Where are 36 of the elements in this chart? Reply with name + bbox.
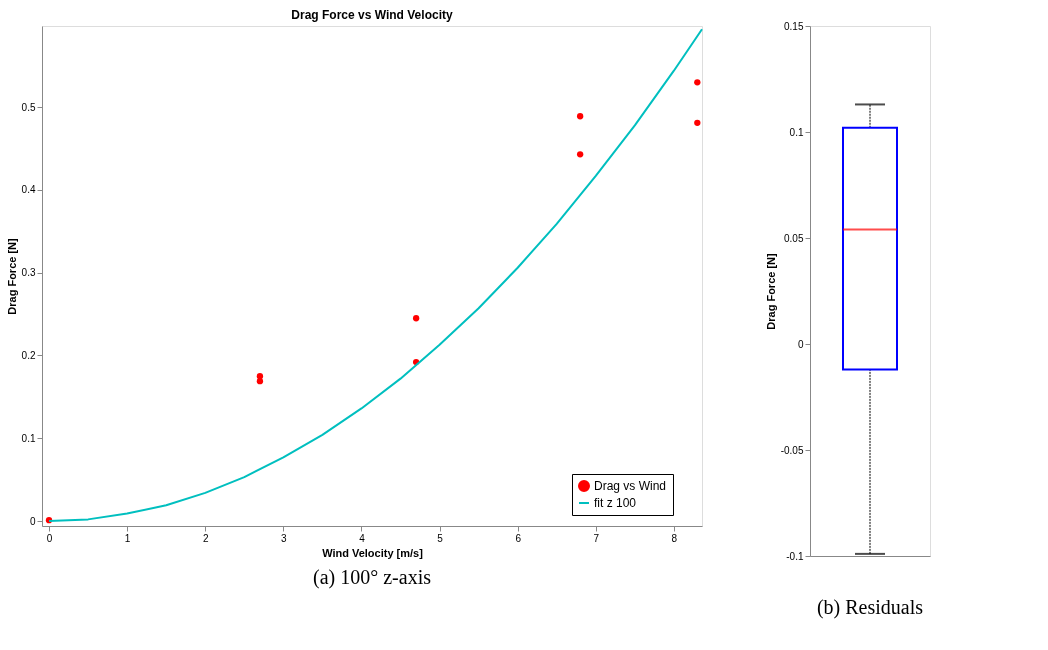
y-axis-title: Drag Force [N] xyxy=(764,252,777,330)
legend-label: fit z 100 xyxy=(594,496,637,510)
point xyxy=(694,119,701,127)
legend-label: Drag vs Wind xyxy=(594,479,667,493)
text: (a) 100° z-axis xyxy=(313,566,432,589)
y-tick-label: -0.05 xyxy=(780,444,804,456)
y-tick-label: 0 xyxy=(797,338,804,350)
y-tick-label: 0.5 xyxy=(21,101,36,113)
y-tick-label: -0.1 xyxy=(786,550,804,562)
x-tick-label: 0 xyxy=(46,532,53,544)
point xyxy=(412,315,420,322)
y-tick-label: 0.05 xyxy=(784,232,804,244)
point xyxy=(256,373,264,380)
y-tick-label: 0.3 xyxy=(21,267,36,279)
x-tick-label: 5 xyxy=(437,532,444,544)
x-tick-label: 3 xyxy=(281,532,288,544)
x-axis-title: Wind Velocity [m/s] xyxy=(322,546,424,559)
x-tick-label: 6 xyxy=(515,532,522,544)
x-tick-label: 1 xyxy=(124,532,131,544)
chart-title: Drag Force vs Wind Velocity xyxy=(291,8,453,22)
y-tick-label: 0.2 xyxy=(21,349,36,361)
y-tick-label: 0.1 xyxy=(21,432,36,444)
x-tick-label: 4 xyxy=(359,532,366,544)
y-tick-label: 0.4 xyxy=(21,184,36,196)
y-tick-label: 0.1 xyxy=(789,126,804,138)
x-tick-label: 2 xyxy=(202,532,209,544)
x-tick-label: 8 xyxy=(671,532,678,544)
y-axis-title: Drag Force [N] xyxy=(5,237,18,315)
y-tick-label: 0.15 xyxy=(784,20,804,32)
point xyxy=(576,113,584,120)
y-tick-label: 0 xyxy=(29,515,36,527)
point xyxy=(694,79,701,86)
point xyxy=(576,151,584,158)
x-tick-label: 7 xyxy=(593,532,600,544)
point xyxy=(256,377,264,385)
text: (b) Residuals xyxy=(816,596,924,619)
